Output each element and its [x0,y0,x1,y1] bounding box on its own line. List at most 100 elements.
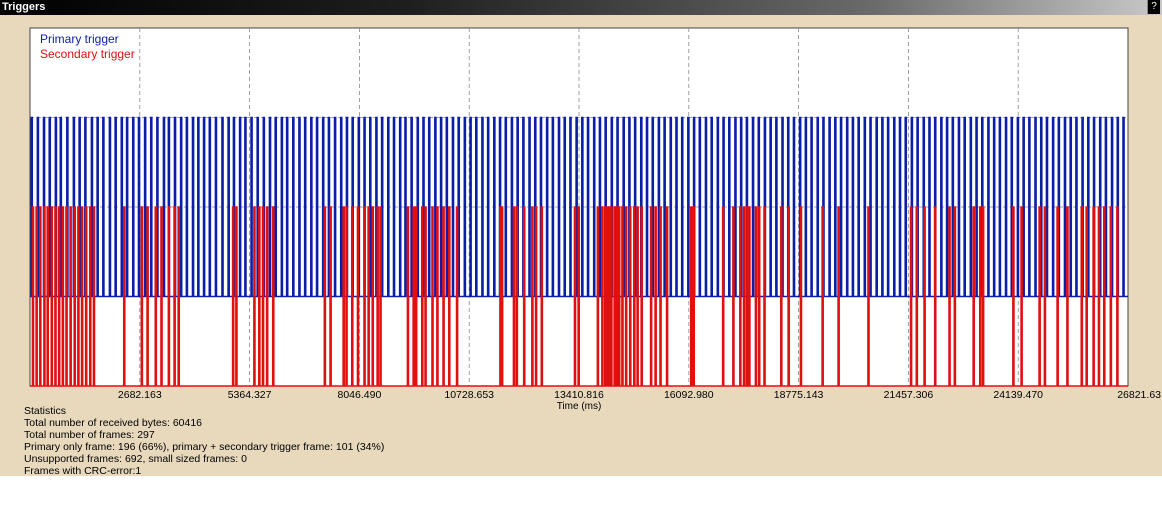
trigger-pulse [828,116,831,297]
trigger-pulse [742,206,746,386]
trigger-pulse [909,206,913,386]
trigger-pulse [1038,206,1041,386]
x-axis-label: Time (ms) [557,401,602,412]
trigger-pulse [804,116,808,297]
trigger-pulse [608,206,611,386]
trigger-pulse [268,116,272,297]
trigger-pulse [716,116,720,297]
trigger-pulse [1066,206,1069,386]
trigger-pulse [998,116,1002,297]
trigger-pulse [406,206,410,386]
trigger-pulse [606,206,609,386]
trigger-pulse [292,116,295,297]
trigger-pulse [146,206,149,386]
trigger-pulse [510,116,514,297]
trigger-pulse [173,206,176,386]
primary-only-text: Primary only frame: 196 (66%), primary +… [24,441,385,453]
help-button[interactable]: ? [1147,0,1160,14]
title-bar[interactable]: Triggers ? [0,0,1162,15]
trigger-pulse [636,206,639,386]
trigger-pulse [376,206,379,386]
trigger-pulse [61,206,65,386]
trigger-pulse [957,116,961,297]
x-tick-label: 13410.816 [554,389,604,401]
trigger-pulse [315,116,319,297]
trigger-pulse [371,206,375,386]
trigger-pulse [978,206,982,386]
trigger-pulse [779,206,783,386]
trigger-pulse [303,116,307,297]
trigger-pulse [799,206,803,386]
trigger-pulse [185,116,189,297]
trigger-pulse [615,206,619,386]
trigger-pulse [951,116,955,297]
trigger-pulse [1109,206,1113,386]
trigger-pulse [617,206,621,386]
received-bytes-text: Total number of received bytes: 60416 [24,417,203,429]
trigger-pulse [265,206,269,386]
x-tick-label: 18775.143 [774,389,824,401]
trigger-pulse [933,206,937,386]
x-tick-label: 26821.63 [1117,389,1161,401]
trigger-pulse [940,116,943,297]
trigger-pulse [680,116,684,297]
trigger-pulse [732,206,735,386]
trigger-pulse [345,206,348,386]
trigger-pulse [35,206,38,386]
trigger-pulse [596,206,600,386]
trigger-pulse [739,206,742,386]
trigger-pulse [528,116,531,297]
trigger-pulse [881,116,884,297]
trigger-pulse [323,206,327,386]
x-tick-label: 16092.980 [664,389,714,401]
trigger-pulse [531,206,534,386]
trigger-pulse [710,116,714,297]
x-tick-labels: 2682.163 5364.327 8046.490 10728.653 13410.8… [118,389,1161,401]
trigger-pulse [569,116,572,297]
trigger-pulse [350,206,354,386]
trigger-pulse [948,206,951,386]
trigger-pulse [875,116,878,297]
trigger-pulse [540,206,544,386]
crc-error-text: Frames with CRC-error:1 [24,465,142,477]
trigger-pulse [96,116,99,297]
trigger-pulse [665,206,669,386]
trigger-pulse [721,206,725,386]
trigger-pulse [231,206,235,386]
x-tick-label: 21457.306 [884,389,934,401]
trigger-pulse [329,206,332,386]
trigger-pulse [398,116,402,297]
trigger-pulse [235,206,238,386]
trigger-pulse [77,206,80,386]
trigger-pulse [769,116,772,297]
trigger-pulse [763,206,766,386]
trigger-pulse [633,206,636,386]
trigger-pulse [1034,116,1037,297]
trigger-pulse [745,206,749,386]
trigger-pulse [451,116,455,297]
legend-primary: Primary trigger [40,32,119,46]
series-secondary [30,206,1128,387]
trigger-pulse [363,206,366,386]
trigger-pulse [1069,116,1073,297]
trigger-pulse [563,116,567,297]
trigger-pulse [48,116,52,297]
trigger-pulse [810,116,813,297]
trigger-pulse [431,206,434,386]
trigger-pulse [953,206,957,386]
trigger-pulse [1028,116,1031,297]
trigger-pulse [253,206,256,386]
trigger-pulse [463,116,467,297]
trigger-pulse [992,116,996,297]
trigger-pulse [654,206,657,386]
trigger-pulse [892,116,896,297]
trigger-pulse [649,206,653,386]
trigger-pulse [692,206,696,386]
trigger-pulse [339,116,343,297]
trigger-pulse [167,206,171,386]
trigger-pulse [515,206,519,386]
trigger-pulse [310,116,313,297]
trigger-pulse [898,116,902,297]
trigger-pulse [214,116,218,297]
trigger-pulse [534,206,538,386]
